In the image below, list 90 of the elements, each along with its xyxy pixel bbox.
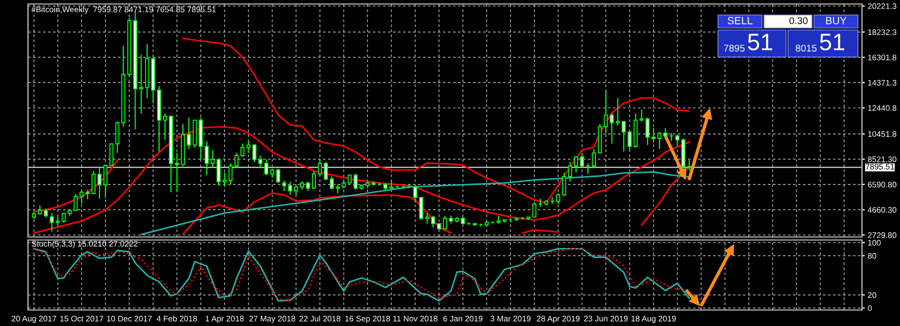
x-tick-label: 28 Apr 2019 bbox=[536, 316, 580, 324]
candlestick bbox=[186, 117, 191, 150]
candlestick bbox=[675, 134, 680, 146]
x-tick-label: 3 Mar 2019 bbox=[490, 316, 531, 322]
x-tick-label: 22 Jul 2018 bbox=[299, 316, 340, 322]
y-tick-label: 4660.30 bbox=[868, 207, 896, 213]
candlestick bbox=[640, 109, 644, 122]
candlestick bbox=[139, 54, 144, 114]
annotation: BUY bbox=[826, 17, 846, 24]
y-tick-label: 6590.80 bbox=[868, 182, 896, 188]
x-tick-label: 10 Dec 2017 bbox=[107, 316, 152, 322]
candlestick bbox=[318, 158, 322, 176]
candlestick bbox=[657, 131, 662, 150]
y-tick-label: 2729.80 bbox=[868, 232, 896, 238]
candlestick bbox=[109, 143, 114, 166]
candlestick bbox=[92, 170, 96, 194]
candlestick bbox=[562, 172, 566, 197]
candlestick bbox=[234, 152, 239, 168]
candlestick bbox=[442, 215, 448, 230]
candlestick bbox=[651, 127, 656, 143]
candlestick bbox=[580, 152, 584, 168]
candlestick bbox=[228, 162, 233, 185]
candlestick bbox=[663, 127, 668, 140]
candlestick bbox=[574, 156, 578, 174]
candlestick bbox=[628, 130, 632, 151]
y-tick-label: 16301.8 bbox=[868, 54, 896, 60]
candlestick bbox=[80, 189, 84, 204]
annotation: 51 bbox=[748, 34, 772, 50]
y-tick-label: 0 bbox=[868, 305, 872, 312]
x-tick-label: 27 May 2018 bbox=[249, 316, 296, 324]
candlestick bbox=[354, 173, 358, 190]
ref-line-label: 7895.51 bbox=[866, 164, 894, 170]
candlestick bbox=[252, 143, 256, 163]
candlestick bbox=[425, 212, 430, 224]
candlestick bbox=[97, 167, 102, 200]
candlestick bbox=[646, 117, 650, 146]
candlestick bbox=[568, 162, 572, 182]
candlestick bbox=[246, 140, 250, 154]
annotation: 7895 bbox=[724, 44, 745, 52]
y-tick-label: 20221.3 bbox=[868, 3, 896, 9]
annotation: 0.30 bbox=[789, 17, 808, 24]
x-tick-label: 6 Jan 2019 bbox=[443, 316, 482, 322]
chart-title: #Bitcoin,Weekly 7959.87 8471.19 7654.85 7895.51 bbox=[31, 6, 216, 14]
candlestick bbox=[324, 162, 328, 181]
candlestick bbox=[604, 90, 608, 134]
x-tick-label: 23 Jun 2019 bbox=[584, 316, 628, 322]
candlestick bbox=[419, 196, 424, 220]
y-tick-label: 8521.30 bbox=[868, 156, 896, 162]
candlestick bbox=[50, 212, 54, 232]
x-tick-label: 1 Apr 2018 bbox=[206, 316, 244, 324]
chart-title: Stoch(5,3,3) 15.0210 27.0222 bbox=[32, 240, 138, 248]
candlestick bbox=[431, 215, 436, 228]
candlestick bbox=[258, 154, 262, 168]
x-tick-label: 16 Sep 2018 bbox=[345, 316, 390, 324]
x-tick-label: 15 Oct 2017 bbox=[60, 316, 104, 322]
candlestick bbox=[282, 180, 286, 192]
x-tick-label: 4 Feb 2018 bbox=[156, 316, 197, 322]
candlestick bbox=[294, 184, 298, 196]
line-series bbox=[33, 126, 690, 234]
x-tick-label: 11 Nov 2018 bbox=[393, 316, 438, 322]
candlestick bbox=[288, 181, 292, 196]
y-tick-label: 80 bbox=[868, 252, 876, 259]
candlestick bbox=[174, 152, 179, 193]
candlestick bbox=[222, 172, 227, 186]
candlestick bbox=[162, 113, 168, 140]
candlestick bbox=[103, 164, 108, 198]
candlestick bbox=[240, 143, 244, 158]
candlestick bbox=[312, 170, 316, 189]
annotation: 51 bbox=[820, 34, 844, 50]
y-tick-label: 10451.8 bbox=[868, 131, 896, 137]
annotation: 8015 bbox=[796, 44, 817, 52]
candlestick bbox=[532, 202, 536, 218]
y-tick-label: 20 bbox=[868, 292, 876, 298]
y-tick-label: 12440.8 bbox=[868, 105, 896, 111]
y-tick-label: 100 bbox=[868, 240, 881, 246]
candlestick bbox=[74, 194, 78, 212]
candlestick bbox=[592, 148, 596, 168]
candlestick bbox=[413, 185, 418, 204]
candlestick bbox=[306, 181, 310, 192]
candlestick bbox=[216, 158, 221, 186]
candlestick bbox=[330, 176, 334, 190]
annotation: SELL bbox=[728, 16, 752, 24]
x-tick-label: 18 Aug 2019 bbox=[631, 316, 676, 324]
y-tick-label: 18232.3 bbox=[868, 29, 896, 36]
candlestick bbox=[556, 192, 560, 205]
x-tick-label: 20 Aug 2017 bbox=[12, 316, 56, 324]
candlestick bbox=[115, 120, 120, 154]
candlestick bbox=[210, 150, 215, 168]
y-tick-label: 14371.3 bbox=[868, 80, 896, 86]
candlestick bbox=[86, 189, 90, 200]
